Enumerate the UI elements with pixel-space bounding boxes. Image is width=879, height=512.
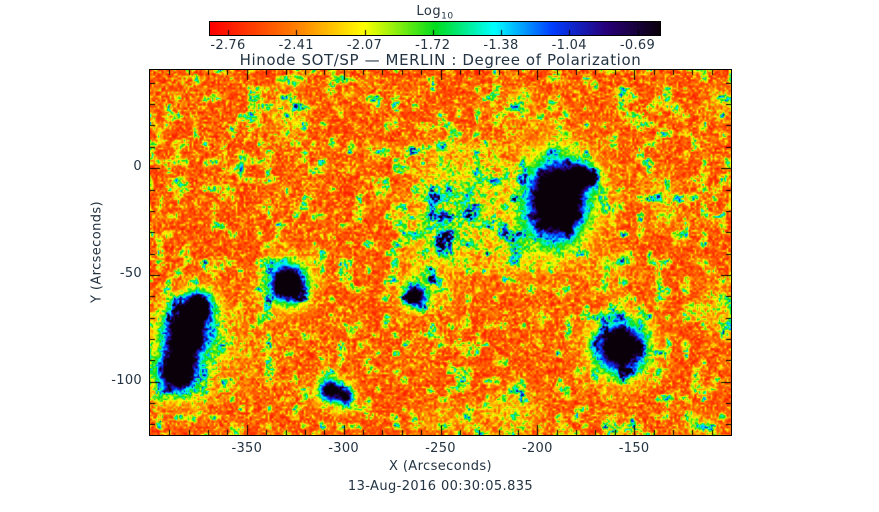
heatmap-canvas <box>149 69 732 436</box>
colorbar-tick-label: -2.41 <box>278 38 314 53</box>
colorbar-tick-label: -1.72 <box>415 38 451 53</box>
x-tick-label: -250 <box>425 441 456 456</box>
x-axis-label: X (Arcseconds) <box>388 459 493 474</box>
colorbar-tick-label: -1.38 <box>483 38 519 53</box>
colorbar-tick-label: -0.69 <box>619 38 656 53</box>
colorbar-title: Log10 <box>210 4 660 22</box>
x-tick-label: -200 <box>521 441 553 456</box>
y-axis-label: Y (Arcseconds) <box>89 200 105 304</box>
x-tick-label: -350 <box>231 441 263 456</box>
y-tick-label: 0 <box>133 159 142 175</box>
colorbar-title-text: Log <box>416 4 442 19</box>
timestamp: 13-Aug-2016 00:30:05.835 <box>347 479 534 494</box>
colorbar-tick-label: -2.76 <box>210 38 246 53</box>
y-tick-label: -100 <box>111 372 142 388</box>
colorbar-tick-label: -1.04 <box>551 38 587 53</box>
page-title: Hinode SOT/SP — MERLIN : Degree of Polar… <box>239 51 642 69</box>
colorbar-canvas <box>209 21 661 36</box>
y-tick-label: -50 <box>119 265 142 281</box>
x-tick-label: -150 <box>618 441 650 456</box>
colorbar-tick-label: -2.07 <box>346 38 383 53</box>
colorbar-title-subscript: 10 <box>441 11 454 22</box>
x-tick-label: -300 <box>328 441 360 456</box>
